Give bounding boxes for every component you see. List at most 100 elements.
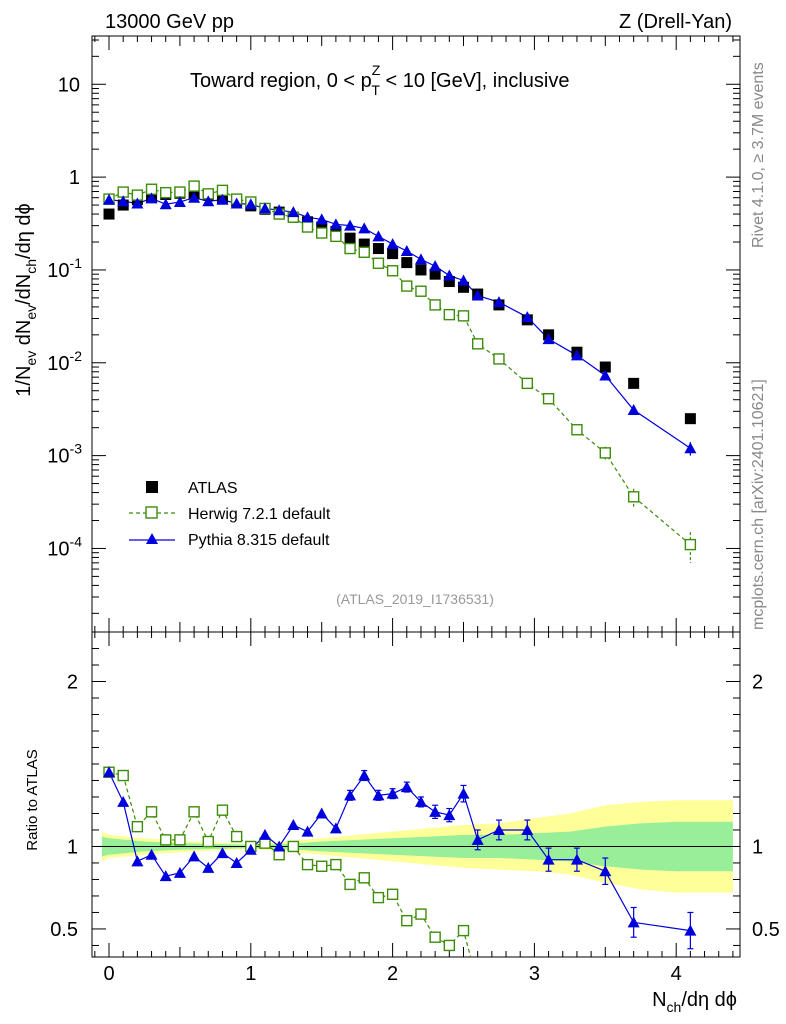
atlas-point [415,264,427,276]
herwig-point [599,447,611,459]
pythia-point [627,403,640,415]
pythia-point [372,230,385,242]
atlas-point [443,276,455,288]
pythia-ratio-point [599,865,612,877]
pythia-point [131,197,144,209]
herwig-ratio-point [386,888,399,901]
herwig-point [372,257,385,269]
pythia-point [173,195,186,207]
ratio-plot-frame [91,631,741,958]
ratio-y-tick-label-right: 2 [752,671,763,693]
herwig-point [358,246,370,258]
x-axis-label: Nch/dη dϕ [652,989,737,1015]
pythia-point [414,253,427,265]
herwig-point [316,227,328,239]
atlas-point [599,361,611,373]
atlas-point [316,221,328,233]
ratio-y-ticks: 0.5 0.5 1 1 2 2 [50,631,780,946]
pythia-ratio-point [372,789,385,801]
herwig-ratio-point [145,806,158,818]
pythia-point [443,269,456,281]
pythia-point [400,244,413,256]
atlas-point [458,281,470,293]
herwig-point [344,242,356,255]
ratio-y-label: Ratio to ATLAS [24,749,41,850]
header-left: 13000 GeV pp [105,11,234,33]
herwig-point [429,299,441,311]
pythia-ratio-point [400,781,413,793]
herwig-ratio-point [401,915,413,927]
ratio-series [103,766,697,958]
pythia-point [492,296,505,308]
herwig-point [521,377,534,390]
herwig-point [415,285,427,297]
herwig-ratio-point [415,908,427,920]
pythia-line [108,197,691,449]
pythia-ratio-point [429,805,442,817]
herwig-point [330,230,342,243]
ratio-y-tick-label-left: 1 [67,836,78,858]
pythia-point [216,193,229,205]
herwig-point [542,393,555,405]
atlas-point [401,257,413,269]
atlas-point [372,243,384,255]
main-y-tick-label: 10-2 [47,348,82,375]
pythia-point [145,192,158,204]
herwig-point [627,491,640,503]
herwig-ratio-point [160,834,172,846]
pythia-point [244,198,257,210]
pythia-point [344,219,357,231]
pythia-ratio-point [202,861,215,873]
pythia-ratio-point [131,855,144,867]
pythia-ratio-point [244,843,257,855]
herwig-ratio-point [301,858,314,871]
herwig-ratio-point [188,806,200,818]
header-right: Z (Drell-Yan) [619,11,732,33]
pythia-ratio-point [627,916,640,928]
herwig-point [684,538,697,551]
ratio-y-tick-label-right: 0.5 [752,919,780,941]
ratio-y-tick-label-right: 1 [752,836,763,858]
pythia-point [273,204,286,216]
herwig-point [301,221,314,233]
herwig-point [188,180,200,192]
atlas-point [387,248,399,260]
x-tick-label: 3 [529,963,540,985]
pythia-point [287,206,300,218]
pythia-ratio-point [173,866,186,878]
herwig-ratio-point [330,858,342,871]
legend-marker-pythia [146,533,158,544]
mcplots-label: mcplots.cern.ch [arXiv:2401.10621] [750,379,767,630]
pythia-ratio-point [570,853,583,865]
main-y-tick-label: 10-4 [47,533,82,560]
pythia-point [358,222,371,234]
rivet-label: Rivet 4.1.0, ≥ 3.7M events [750,62,767,248]
pythia-ratio-point [542,853,555,865]
herwig-line [108,185,691,546]
pythia-point [159,198,172,210]
pythia-point [542,333,555,345]
pythia-ratio-point [103,766,116,778]
pythia-ratio-point [492,823,505,835]
legend-label-atlas: ATLAS [188,480,238,497]
pythia-ratio-point [301,825,314,837]
herwig-point [386,265,399,277]
pythia-ratio-point [145,848,158,860]
ratio-y-tick-label-left: 0.5 [50,919,78,941]
pythia-ratio-point [684,924,697,936]
herwig-point [443,308,456,321]
pythia-point [599,369,612,381]
herwig-point [571,424,583,436]
pythia-point [103,193,116,205]
x-tick-label: 2 [387,963,398,985]
herwig-ratio-point [216,804,229,816]
main-y-tick-label: 10 [58,74,80,96]
herwig-ratio-point [287,840,300,853]
main-y-ticks: 10-4 10-3 10-2 10-1 1 10 [47,39,740,614]
herwig-ratio-line [108,771,472,958]
herwig-ratio-point [131,820,144,833]
pythia-point [315,213,328,225]
plot-title: Toward region, 0 < pZ T < 10 [GeV], inclu… [190,62,569,98]
legend-label-pythia: Pythia 8.315 default [188,532,330,549]
